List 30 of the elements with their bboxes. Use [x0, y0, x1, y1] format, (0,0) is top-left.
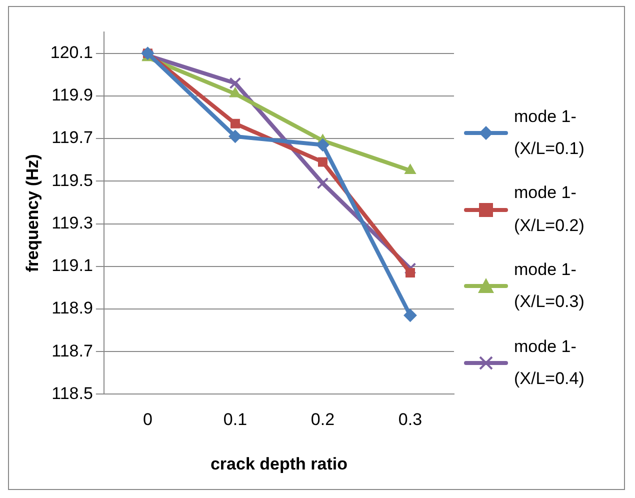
x-tick-label: 0.2 [310, 410, 335, 430]
point [318, 157, 328, 167]
y-tick-label: 119.3 [52, 213, 93, 232]
point [404, 262, 416, 274]
legend-label: mode 1-(X/L=0.2) [514, 182, 586, 237]
legend-label: mode 1-(X/L=0.4) [514, 336, 586, 390]
point [406, 268, 415, 278]
y-tick-label: 119.9 [52, 86, 93, 105]
legend-label: mode 1-(X/L=0.1) [514, 106, 586, 160]
y-tick-label: 118.5 [52, 384, 93, 403]
x-tick-label: 0 [142, 410, 152, 430]
y-tick-label: 119.5 [52, 170, 93, 190]
x-tick-label: 0.3 [398, 410, 422, 430]
y-tick-label: 118.7 [52, 341, 93, 360]
point [404, 308, 417, 322]
x-axis-title: crack depth ratio [210, 454, 348, 474]
y-tick-label: 119.1 [52, 256, 93, 276]
x-tick-label: 0.1 [223, 410, 248, 430]
point [316, 138, 330, 152]
y-tick-label: 118.9 [52, 298, 93, 318]
point [404, 164, 416, 174]
point [228, 130, 242, 143]
y-tick-label: 120.1 [50, 42, 93, 62]
point [230, 87, 241, 98]
point [230, 118, 240, 128]
legend-label: mode 1-(X/L=0.3) [514, 259, 586, 314]
point [316, 177, 329, 190]
y-axis-title: frequency (Hz) [22, 154, 42, 272]
y-tick-label: 119.7 [52, 128, 93, 148]
point [229, 77, 242, 90]
